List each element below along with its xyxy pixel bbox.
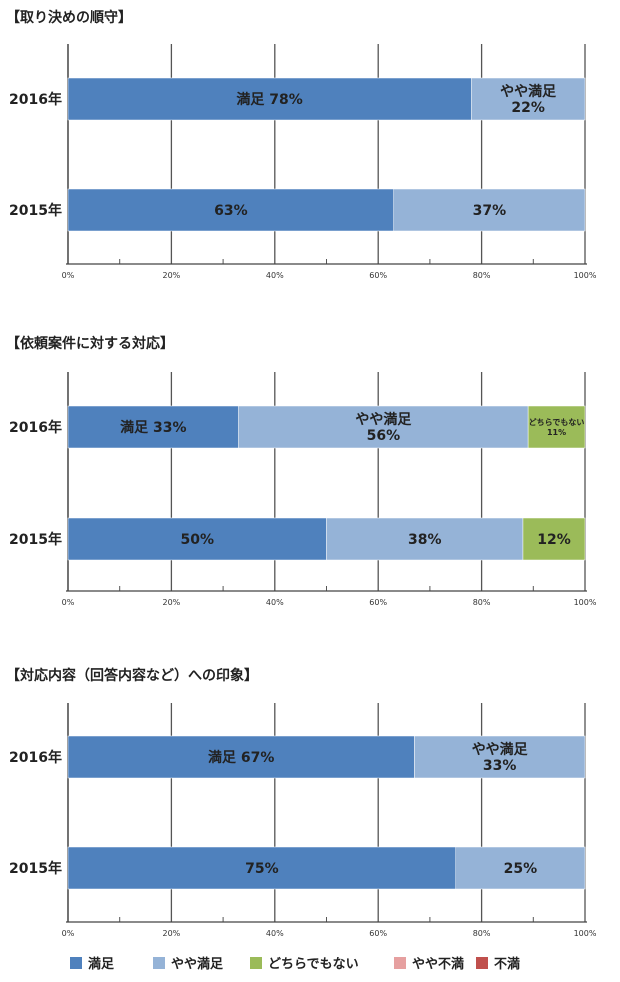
category-label: 2016年 (9, 749, 62, 766)
data-label: 50% (180, 532, 214, 548)
data-label: 25% (504, 861, 538, 877)
chart-2: 【依頼案件に対する対応】 0% 20% 40% 60% 80% 100% 2016年 満足 33… (6, 335, 597, 607)
bar-segment (414, 735, 586, 779)
bar-segment (67, 846, 456, 890)
x-tick-label: 80% (473, 929, 491, 938)
bar-segment (471, 77, 586, 121)
bar-segment (67, 188, 394, 232)
legend-swatch (250, 957, 262, 969)
x-tick-label: 0% (62, 598, 75, 607)
x-tick-label: 80% (473, 271, 491, 280)
x-tick-label: 80% (473, 598, 491, 607)
legend: 満足 やや満足 どちらでもない やや不満 不満 (70, 956, 520, 972)
bar-segment (527, 405, 586, 449)
data-label: やや満足 33% (472, 741, 529, 774)
x-tick-label: 40% (266, 929, 284, 938)
bar-segment (326, 517, 524, 561)
chart-1: 【取り決めの順守】 0% 20% 40% 60% 80% 100% 2016年 満足 78% やや… (6, 9, 597, 280)
data-label: 75% (245, 861, 279, 877)
bar-segment (522, 517, 586, 561)
data-label: 63% (214, 203, 248, 219)
chart-title: 【依頼案件に対する対応】 (6, 335, 174, 352)
category-label: 2016年 (9, 419, 62, 436)
x-tick-label: 60% (369, 929, 387, 938)
data-label: 38% (408, 532, 442, 548)
chart-title: 【取り決めの順守】 (6, 9, 132, 26)
legend-label: やや満足 (171, 956, 224, 972)
category-label: 2015年 (9, 860, 62, 877)
x-tick-label: 20% (163, 929, 181, 938)
x-tick-label: 20% (163, 271, 181, 280)
data-label: 満足 33% (120, 419, 186, 436)
category-label: 2015年 (9, 202, 62, 219)
bar-segment (455, 846, 586, 890)
x-tick-label: 100% (574, 271, 597, 280)
data-label: やや満足 22% (500, 83, 557, 116)
data-label: どちらでもない 11% (529, 417, 585, 437)
bar-segment (67, 405, 239, 449)
x-tick-label: 0% (62, 929, 75, 938)
x-tick-label: 40% (266, 271, 284, 280)
x-tick-label: 40% (266, 598, 284, 607)
legend-label: やや不満 (412, 956, 464, 972)
legend-label: 不満 (494, 956, 520, 972)
category-label: 2015年 (9, 531, 62, 548)
chart-3: 【対応内容（回答内容など）への印象】 0% 20% 40% 60% 80% 100% 2016… (6, 667, 597, 938)
bar-segment (238, 405, 529, 449)
bar-segment (393, 188, 586, 232)
x-tick-label: 0% (62, 271, 75, 280)
legend-swatch (70, 957, 82, 969)
x-tick-label: 60% (369, 598, 387, 607)
x-tick-label: 100% (574, 598, 597, 607)
bar-segment (67, 735, 415, 779)
chart-title: 【対応内容（回答内容など）への印象】 (6, 667, 258, 684)
x-tick-label: 100% (574, 929, 597, 938)
legend-swatch (153, 957, 165, 969)
data-label: やや満足 56% (355, 411, 412, 444)
bar-segment (67, 517, 327, 561)
legend-label: 満足 (88, 956, 115, 972)
legend-swatch (476, 957, 488, 969)
legend-label: どちらでもない (268, 957, 359, 972)
data-label: 12% (537, 532, 571, 548)
x-tick-label: 60% (369, 271, 387, 280)
bar-segment (67, 77, 472, 121)
x-tick-label: 20% (163, 598, 181, 607)
legend-swatch (394, 957, 406, 969)
data-label: 満足 78% (236, 91, 302, 108)
category-label: 2016年 (9, 91, 62, 108)
data-label: 満足 67% (208, 749, 274, 766)
data-label: 37% (473, 203, 507, 219)
